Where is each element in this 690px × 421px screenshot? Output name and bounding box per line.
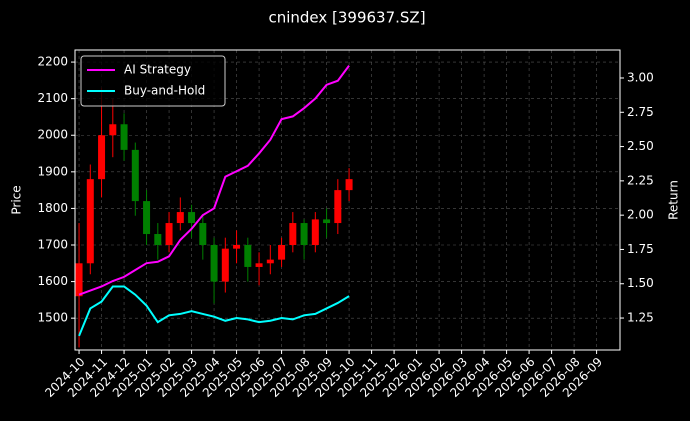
legend-label: Buy-and-Hold — [124, 84, 205, 98]
candle-body — [266, 259, 274, 264]
y2-tick-label: 1.50 — [627, 276, 654, 290]
return-line — [78, 65, 350, 296]
y2-tick-label: 2.25 — [627, 173, 654, 187]
candle-body — [188, 212, 196, 224]
y2-tick-label: 1.75 — [627, 242, 654, 256]
candle-body — [345, 179, 353, 191]
candle-body — [120, 124, 128, 150]
y-tick-label: 1600 — [37, 274, 68, 288]
candle-body — [311, 219, 319, 245]
candle-body — [221, 248, 229, 282]
y-tick-label: 1800 — [37, 201, 68, 215]
candle-body — [154, 234, 162, 245]
y2-axis-label: Return — [667, 180, 681, 220]
legend-box — [80, 55, 226, 107]
y-tick-label: 1500 — [37, 311, 68, 325]
candle-body — [233, 245, 241, 249]
candle-body — [323, 219, 331, 224]
y-tick-label: 2200 — [37, 55, 68, 69]
candle-body — [199, 223, 207, 245]
candle-body — [278, 245, 286, 260]
y-axis-label: Price — [10, 185, 24, 214]
return-line — [78, 285, 350, 337]
y2-tick-label: 2.75 — [627, 105, 654, 119]
plot-frame — [74, 49, 621, 351]
candle-body — [289, 223, 297, 245]
y2-tick-label: 2.50 — [627, 139, 654, 153]
candle-body — [255, 263, 263, 267]
y-tick-label: 1900 — [37, 164, 68, 178]
y2-tick-label: 2.00 — [627, 208, 654, 222]
y2-tick-label: 3.00 — [627, 70, 654, 84]
candle-body — [109, 124, 117, 136]
candle-body — [75, 263, 83, 297]
candle-body — [86, 179, 94, 264]
candle-body — [334, 190, 342, 224]
candle-body — [210, 245, 218, 282]
y-tick-label: 2000 — [37, 128, 68, 142]
y2-tick-label: 1.25 — [627, 311, 654, 325]
legend-label: AI Strategy — [124, 63, 191, 77]
candle-body — [143, 201, 151, 235]
candle-body — [98, 135, 106, 180]
y-tick-label: 2100 — [37, 91, 68, 105]
y-tick-label: 1700 — [37, 238, 68, 252]
chart-title: cnindex [399637.SZ] — [268, 9, 425, 27]
candle-body — [131, 149, 139, 202]
candle-body — [176, 212, 184, 224]
candle-body — [244, 245, 252, 267]
candle-body — [300, 223, 308, 245]
candle-body — [165, 223, 173, 245]
